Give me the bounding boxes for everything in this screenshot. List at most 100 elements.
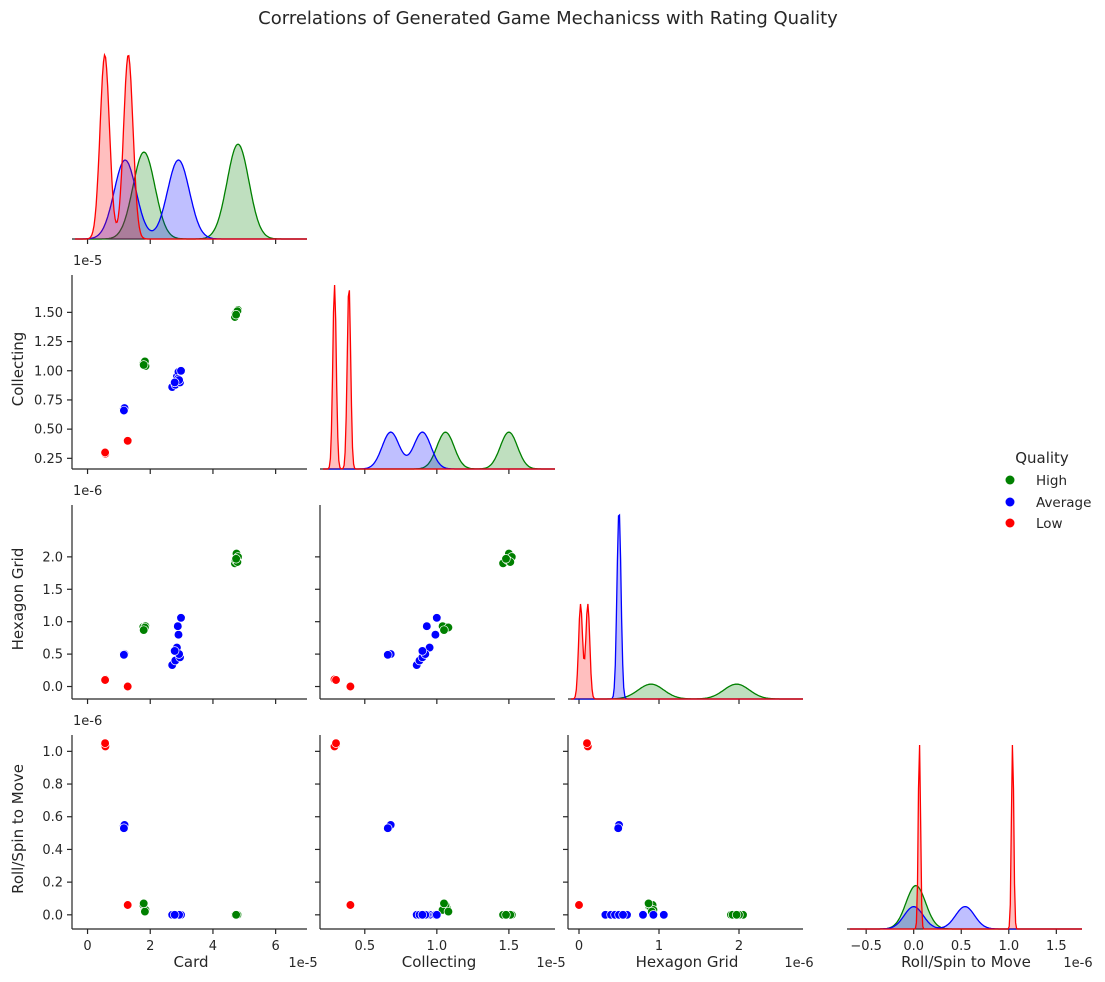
x-tick-label: 0: [575, 939, 583, 954]
kde-fill-average: [323, 432, 555, 469]
y-axis-label: Hexagon Grid: [9, 548, 27, 651]
kde-line-low: [323, 284, 555, 470]
point-average: [638, 910, 648, 920]
x-tick-label: 1.0: [426, 939, 447, 954]
kde-fill-average: [850, 906, 1082, 929]
x-tick-label: 1.0: [998, 939, 1019, 954]
point-average: [170, 646, 180, 656]
point-average: [176, 366, 186, 376]
point-average: [173, 630, 184, 640]
point-low: [582, 738, 592, 748]
point-average: [613, 823, 623, 833]
legend-label-low: Low: [1036, 516, 1063, 532]
x-scale-label: 1e-6: [784, 956, 813, 971]
point-high: [443, 906, 454, 917]
y-tick-label: 1.00: [34, 364, 63, 379]
point-average: [383, 650, 393, 660]
kde-fill-low: [323, 285, 555, 469]
point-average: [119, 650, 129, 660]
kde-line-low: [75, 52, 307, 240]
point-average: [422, 621, 432, 631]
x-tick-label: 6: [272, 939, 280, 954]
y-scale-label: 1e-5: [73, 254, 102, 269]
y-tick-label: 0.50: [34, 423, 63, 438]
point-average: [383, 823, 393, 833]
legend-label-high: High: [1036, 473, 1067, 489]
point-average: [417, 646, 428, 656]
point-average: [432, 613, 442, 623]
point-low: [574, 900, 584, 910]
x-tick-label: 2: [146, 939, 154, 954]
point-low: [100, 675, 110, 685]
kde-fill-low: [75, 55, 307, 239]
point-low: [100, 738, 110, 748]
legend-title: Quality: [1015, 449, 1069, 467]
point-low: [331, 738, 341, 748]
point-high: [439, 898, 449, 909]
point-average: [176, 613, 186, 623]
y-tick-label: 0.5: [42, 648, 63, 663]
panel-roll-spin-to-move-vs-roll-spin-to-move: −0.5 0.0 0.5 1.0 1.5 Roll/Spin to Move 1e-6: [847, 744, 1093, 971]
point-average: [417, 910, 428, 920]
panel-roll-spin-to-move-vs-card: 0 2 4 6 Card 1e-5 0.0 0.2 0.4 0.6 0.8 1.0 1e-6 Roll/S…: [9, 714, 318, 971]
x-tick-label: −0.5: [850, 939, 882, 954]
panel-hexagon-grid-vs-collecting: [315, 505, 555, 704]
y-tick-label: 1.5: [42, 583, 63, 598]
point-high: [139, 360, 149, 370]
x-tick-label: 0.0: [903, 939, 924, 954]
point-high: [139, 625, 149, 635]
panel-roll-spin-to-move-vs-collecting: 0.5 1.0 1.5 Collecting 1e-5: [315, 735, 566, 971]
point-average: [119, 405, 129, 416]
panel-hexagon-grid-vs-hexagon-grid: [568, 513, 803, 704]
y-tick-label: 0.75: [34, 393, 63, 408]
point-average: [119, 823, 129, 833]
point-low: [100, 447, 110, 458]
point-average: [173, 621, 183, 631]
point-low: [331, 675, 341, 685]
y-tick-label: 0.6: [42, 810, 63, 825]
point-high: [731, 910, 742, 920]
kde-fill-high: [75, 144, 307, 239]
x-axis-label: Roll/Spin to Move: [901, 953, 1031, 971]
kde-fill-high: [323, 432, 555, 469]
point-low: [123, 900, 133, 910]
y-tick-label: 0.4: [42, 843, 63, 858]
y-tick-label: 0.2: [42, 876, 63, 891]
point-high: [501, 554, 511, 564]
x-scale-label: 1e-6: [1063, 956, 1092, 971]
x-tick-label: 4: [209, 939, 217, 954]
kde-line-low: [571, 603, 803, 700]
kde-fill-low: [850, 745, 1082, 929]
x-scale-label: 1e-5: [536, 956, 565, 971]
x-tick-label: 1.5: [499, 939, 520, 954]
x-tick-label: 0.5: [951, 939, 972, 954]
y-tick-label: 0.25: [34, 452, 63, 467]
y-scale-label: 1e-6: [73, 714, 102, 729]
legend-item-average: Average: [1005, 495, 1091, 511]
kde-line-average: [571, 513, 803, 700]
point-high: [140, 906, 150, 917]
panel-card-vs-card: [72, 52, 307, 244]
chart-title: Correlations of Generated Game Mechanics…: [258, 8, 838, 29]
point-low: [345, 681, 356, 692]
x-tick-label: 1.5: [1046, 939, 1067, 954]
y-axis-label: Roll/Spin to Move: [9, 764, 27, 894]
point-average: [170, 377, 180, 388]
y-tick-label: 1.50: [34, 306, 63, 321]
point-high: [139, 898, 149, 909]
kde-fill-low: [571, 603, 803, 699]
x-tick-label: 2: [735, 939, 743, 954]
y-axis-label: Collecting: [9, 332, 27, 407]
panel-grid: 0.250.500.751.001.251.501e-5Collecting0.…: [9, 52, 1093, 971]
point-low: [123, 681, 133, 692]
y-scale-label: 1e-6: [73, 484, 102, 499]
kde-fill-average: [571, 515, 803, 699]
point-average: [618, 910, 628, 920]
kde-fill-high: [850, 885, 1082, 929]
legend-item-high: High: [1005, 473, 1067, 489]
point-average: [659, 910, 669, 920]
point-high: [231, 910, 241, 920]
point-high: [501, 910, 511, 920]
